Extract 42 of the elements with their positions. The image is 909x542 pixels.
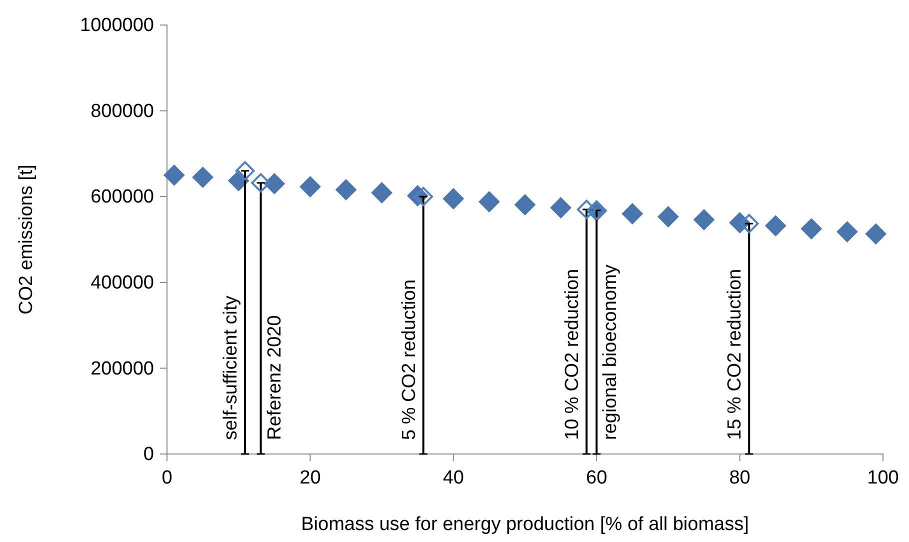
x-tick-label: 100 — [867, 467, 899, 488]
x-tick-label: 20 — [300, 467, 321, 488]
point — [164, 164, 185, 186]
annotation: 5 % CO2 reduction — [398, 279, 420, 440]
y-tick-label: 200000 — [90, 358, 154, 380]
point — [442, 188, 464, 210]
point — [694, 209, 714, 230]
point — [514, 194, 536, 216]
point — [371, 182, 392, 204]
point — [576, 200, 596, 220]
point — [251, 173, 270, 193]
x-tick-label: 80 — [729, 467, 750, 488]
point — [622, 203, 643, 224]
point — [865, 223, 886, 244]
y-axis-title: CO2 emissions [t] — [16, 164, 37, 314]
annotation: regional bioeconomy — [600, 264, 622, 440]
point — [192, 166, 214, 188]
point — [800, 218, 822, 240]
x-tick-label: 40 — [442, 467, 464, 488]
point — [235, 161, 255, 181]
point — [300, 176, 321, 198]
point — [765, 215, 786, 236]
annotation: 15 % CO2 reduction — [724, 268, 746, 440]
y-tick-label: 600000 — [90, 186, 154, 208]
point — [264, 173, 285, 194]
point — [336, 179, 356, 200]
annotation: self-sufficient city — [220, 295, 242, 440]
x-tick-label: 0 — [162, 467, 172, 488]
y-tick-label: 800000 — [90, 100, 154, 122]
point — [739, 214, 759, 234]
x-tick-label: 60 — [586, 467, 608, 488]
point — [550, 197, 572, 218]
point — [478, 191, 500, 212]
y-tick-label: 0 — [143, 444, 154, 466]
y-tick-label: 1000000 — [80, 15, 154, 36]
x-axis-title: Biomass use for energy production [% of all biomass] — [301, 514, 749, 535]
point — [836, 221, 858, 242]
point — [414, 186, 433, 206]
y-tick-label: 400000 — [90, 272, 154, 294]
annotation: Referenz 2020 — [264, 315, 286, 440]
point — [658, 206, 679, 228]
annotation: 10 % CO2 reduction — [562, 268, 584, 440]
